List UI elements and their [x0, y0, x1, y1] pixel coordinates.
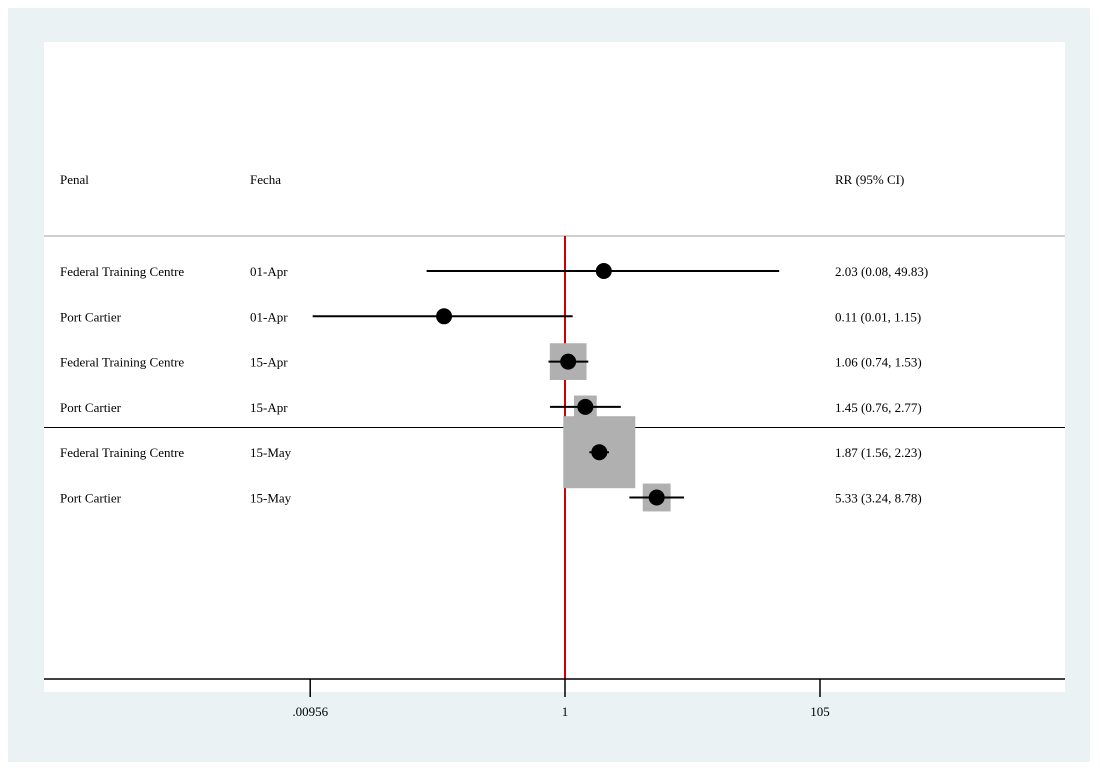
row-fecha-label: 01-Apr [250, 309, 288, 324]
chart-background: Penal Fecha RR (95% CI) Federal Training Ce… [8, 8, 1090, 762]
header-fecha: Fecha [250, 172, 281, 187]
point-estimate [591, 444, 608, 461]
row-fecha-label: 15-May [250, 491, 292, 506]
x-tick-label: .00956 [292, 704, 328, 719]
row-penal-label: Port Cartier [60, 309, 122, 324]
row-rr-ci-label: 2.03 (0.08, 49.83) [835, 264, 928, 279]
forest-plot: Penal Fecha RR (95% CI) Federal Training Ce… [44, 42, 1065, 719]
row-fecha-label: 15-Apr [250, 400, 288, 415]
row-fecha-label: 15-May [250, 445, 292, 460]
row-fecha-label: 01-Apr [250, 264, 288, 279]
point-estimate [560, 353, 577, 370]
point-estimate [595, 263, 612, 279]
row-rr-ci-label: 1.45 (0.76, 2.77) [835, 400, 922, 415]
row-rr-ci-label: 0.11 (0.01, 1.15) [835, 309, 921, 324]
header-penal: Penal [60, 172, 89, 187]
row-rr-ci-label: 1.87 (1.56, 2.23) [835, 445, 922, 460]
x-tick-label: 1 [562, 704, 569, 719]
row-rr-ci-label: 5.33 (3.24, 8.78) [835, 491, 922, 506]
row-penal-label: Federal Training Centre [60, 445, 184, 460]
row-penal-label: Port Cartier [60, 400, 122, 415]
row-penal-label: Federal Training Centre [60, 264, 184, 279]
row-penal-label: Federal Training Centre [60, 355, 184, 370]
point-estimate [436, 308, 453, 325]
header-rr-ci: RR (95% CI) [835, 172, 904, 187]
row-penal-label: Port Cartier [60, 491, 122, 506]
row-rr-ci-label: 1.06 (0.74, 1.53) [835, 355, 922, 370]
x-tick-label: 105 [810, 704, 830, 719]
row-fecha-label: 15-Apr [250, 355, 288, 370]
point-estimate [648, 489, 665, 506]
point-estimate [577, 398, 594, 415]
